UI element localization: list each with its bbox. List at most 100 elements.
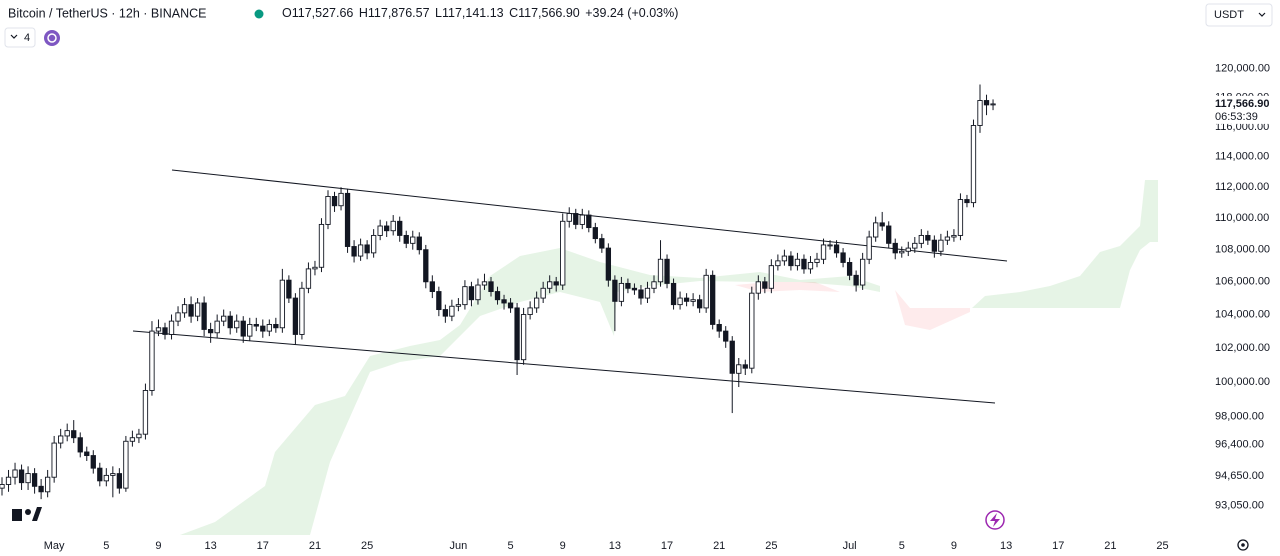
candle-body xyxy=(260,325,266,332)
candle-body xyxy=(657,258,664,283)
candle-body xyxy=(938,239,944,252)
candle-body xyxy=(449,305,455,317)
candle-body xyxy=(716,323,722,332)
candle-body xyxy=(533,297,540,309)
candle-body xyxy=(142,390,149,435)
candle-body xyxy=(749,292,755,369)
candle-body xyxy=(925,234,931,241)
candle-body xyxy=(5,476,12,485)
candle-body xyxy=(38,485,44,493)
x-tick-label: 25 xyxy=(765,540,777,552)
candle-body xyxy=(18,469,25,484)
y-tick-label: 94,650.00 xyxy=(1215,470,1264,482)
candle-body xyxy=(631,287,638,291)
candle-body xyxy=(801,258,807,270)
refresh-button[interactable] xyxy=(44,30,60,46)
candle-body xyxy=(77,437,83,453)
candle-body xyxy=(951,234,957,238)
x-tick-label: 5 xyxy=(507,540,513,552)
candle-body xyxy=(520,314,527,361)
y-tick-label: 114,000.00 xyxy=(1215,151,1269,163)
candle-body xyxy=(638,289,644,299)
candle-body xyxy=(820,244,827,260)
ohlc-value: 117,876.57 xyxy=(368,6,430,20)
candle-body xyxy=(990,103,996,106)
candle-body xyxy=(944,236,951,241)
ohlc-prefix: H xyxy=(359,6,368,20)
candle-body xyxy=(234,320,240,329)
ohlc-value: 117,566.90 xyxy=(518,6,580,20)
candle-body xyxy=(677,297,683,306)
candle-body xyxy=(97,467,103,482)
y-tick-label: 96,400.00 xyxy=(1215,439,1264,451)
candle-body xyxy=(214,320,220,334)
currency-button[interactable]: USDT xyxy=(1205,3,1273,27)
candle-body xyxy=(390,220,396,232)
candle-body xyxy=(71,430,77,439)
candle-body xyxy=(116,473,123,489)
candle-body xyxy=(364,244,370,254)
candle-body xyxy=(201,302,207,330)
candle-body xyxy=(299,287,305,335)
x-tick-label: 25 xyxy=(361,540,373,552)
candle-body xyxy=(207,328,214,334)
candle-body xyxy=(377,225,383,236)
x-tick-label: 17 xyxy=(257,540,269,552)
y-tick-label: 102,000.00 xyxy=(1215,342,1270,354)
candle-body xyxy=(325,196,331,225)
candle-body xyxy=(755,281,761,294)
x-tick-label: 13 xyxy=(609,540,621,552)
candle-body xyxy=(736,364,742,374)
candle-body xyxy=(90,455,96,469)
candle-body xyxy=(873,222,879,238)
candle-body xyxy=(129,437,136,442)
x-tick-label: 9 xyxy=(560,540,566,552)
candle-body xyxy=(247,323,253,337)
y-tick-label: 93,050.00 xyxy=(1215,499,1264,511)
y-tick-label: 110,000.00 xyxy=(1215,212,1269,224)
candle-body xyxy=(846,262,853,276)
countdown: 06:53:39 xyxy=(1215,111,1258,123)
indicators-toggle[interactable]: 4 xyxy=(4,27,36,48)
candle-body xyxy=(723,330,729,342)
candle-body xyxy=(762,281,768,289)
candle-body xyxy=(351,246,357,257)
candle-body xyxy=(338,192,344,207)
ohlc-value: 117,527.66 xyxy=(292,6,354,20)
candle-body xyxy=(599,238,605,249)
candle-body xyxy=(442,309,449,317)
candle-body xyxy=(905,247,911,252)
settings-button[interactable] xyxy=(1237,539,1249,551)
candle-body xyxy=(25,473,31,484)
candle-body xyxy=(970,125,977,204)
candle-body xyxy=(729,340,735,374)
x-tick-label: 9 xyxy=(951,540,957,552)
candle-body xyxy=(612,279,618,302)
cloud-area xyxy=(895,290,970,330)
lightning-button[interactable] xyxy=(985,510,1005,530)
candle-body xyxy=(573,213,579,225)
candle-body xyxy=(194,302,201,317)
candle-body xyxy=(827,244,833,247)
candle-body xyxy=(514,307,520,361)
candle-body xyxy=(683,297,690,302)
candle-body xyxy=(410,236,416,244)
cloud-area xyxy=(972,180,1158,308)
x-tick-label: 13 xyxy=(1000,540,1012,552)
candle-body xyxy=(540,287,546,299)
chart-title: Bitcoin / TetherUS · 12h · BINANCE xyxy=(8,6,206,20)
candle-body xyxy=(188,304,194,317)
candle-body xyxy=(807,262,814,270)
x-tick-label: 13 xyxy=(205,540,217,552)
y-tick-label: 100,000.00 xyxy=(1215,376,1270,388)
y-tick-label: 98,000.00 xyxy=(1215,410,1264,422)
candle-body xyxy=(31,473,38,487)
price-tag xyxy=(1208,95,1278,124)
candle-body xyxy=(964,199,970,204)
candle-body xyxy=(266,323,272,332)
candle-body xyxy=(312,266,318,270)
candle-body xyxy=(292,297,299,335)
y-tick-label: 106,000.00 xyxy=(1215,276,1270,288)
candle-body xyxy=(768,265,775,289)
candle-body xyxy=(344,192,351,247)
